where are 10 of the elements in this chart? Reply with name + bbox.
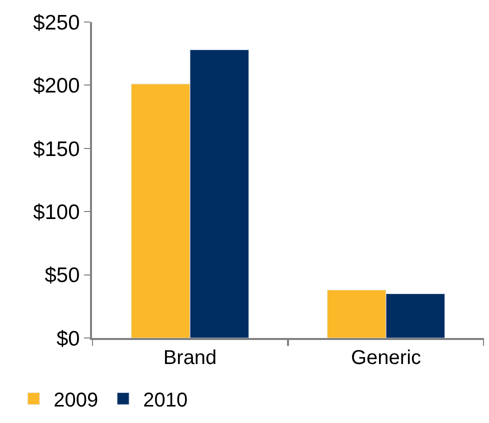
y-tick-label: $200 xyxy=(33,74,80,98)
y-tick-label: $250 xyxy=(33,11,80,34)
y-tick-label: $100 xyxy=(33,200,80,224)
y-tick-label: $50 xyxy=(44,264,80,288)
legend-label: 2009 xyxy=(54,389,98,412)
y-tick-label: $0 xyxy=(56,327,80,350)
legend-label: 2010 xyxy=(143,389,188,412)
y-tick-label: $150 xyxy=(33,138,80,161)
x-tick-label: Brand xyxy=(163,347,217,369)
x-tick-label: Generic xyxy=(350,347,422,369)
